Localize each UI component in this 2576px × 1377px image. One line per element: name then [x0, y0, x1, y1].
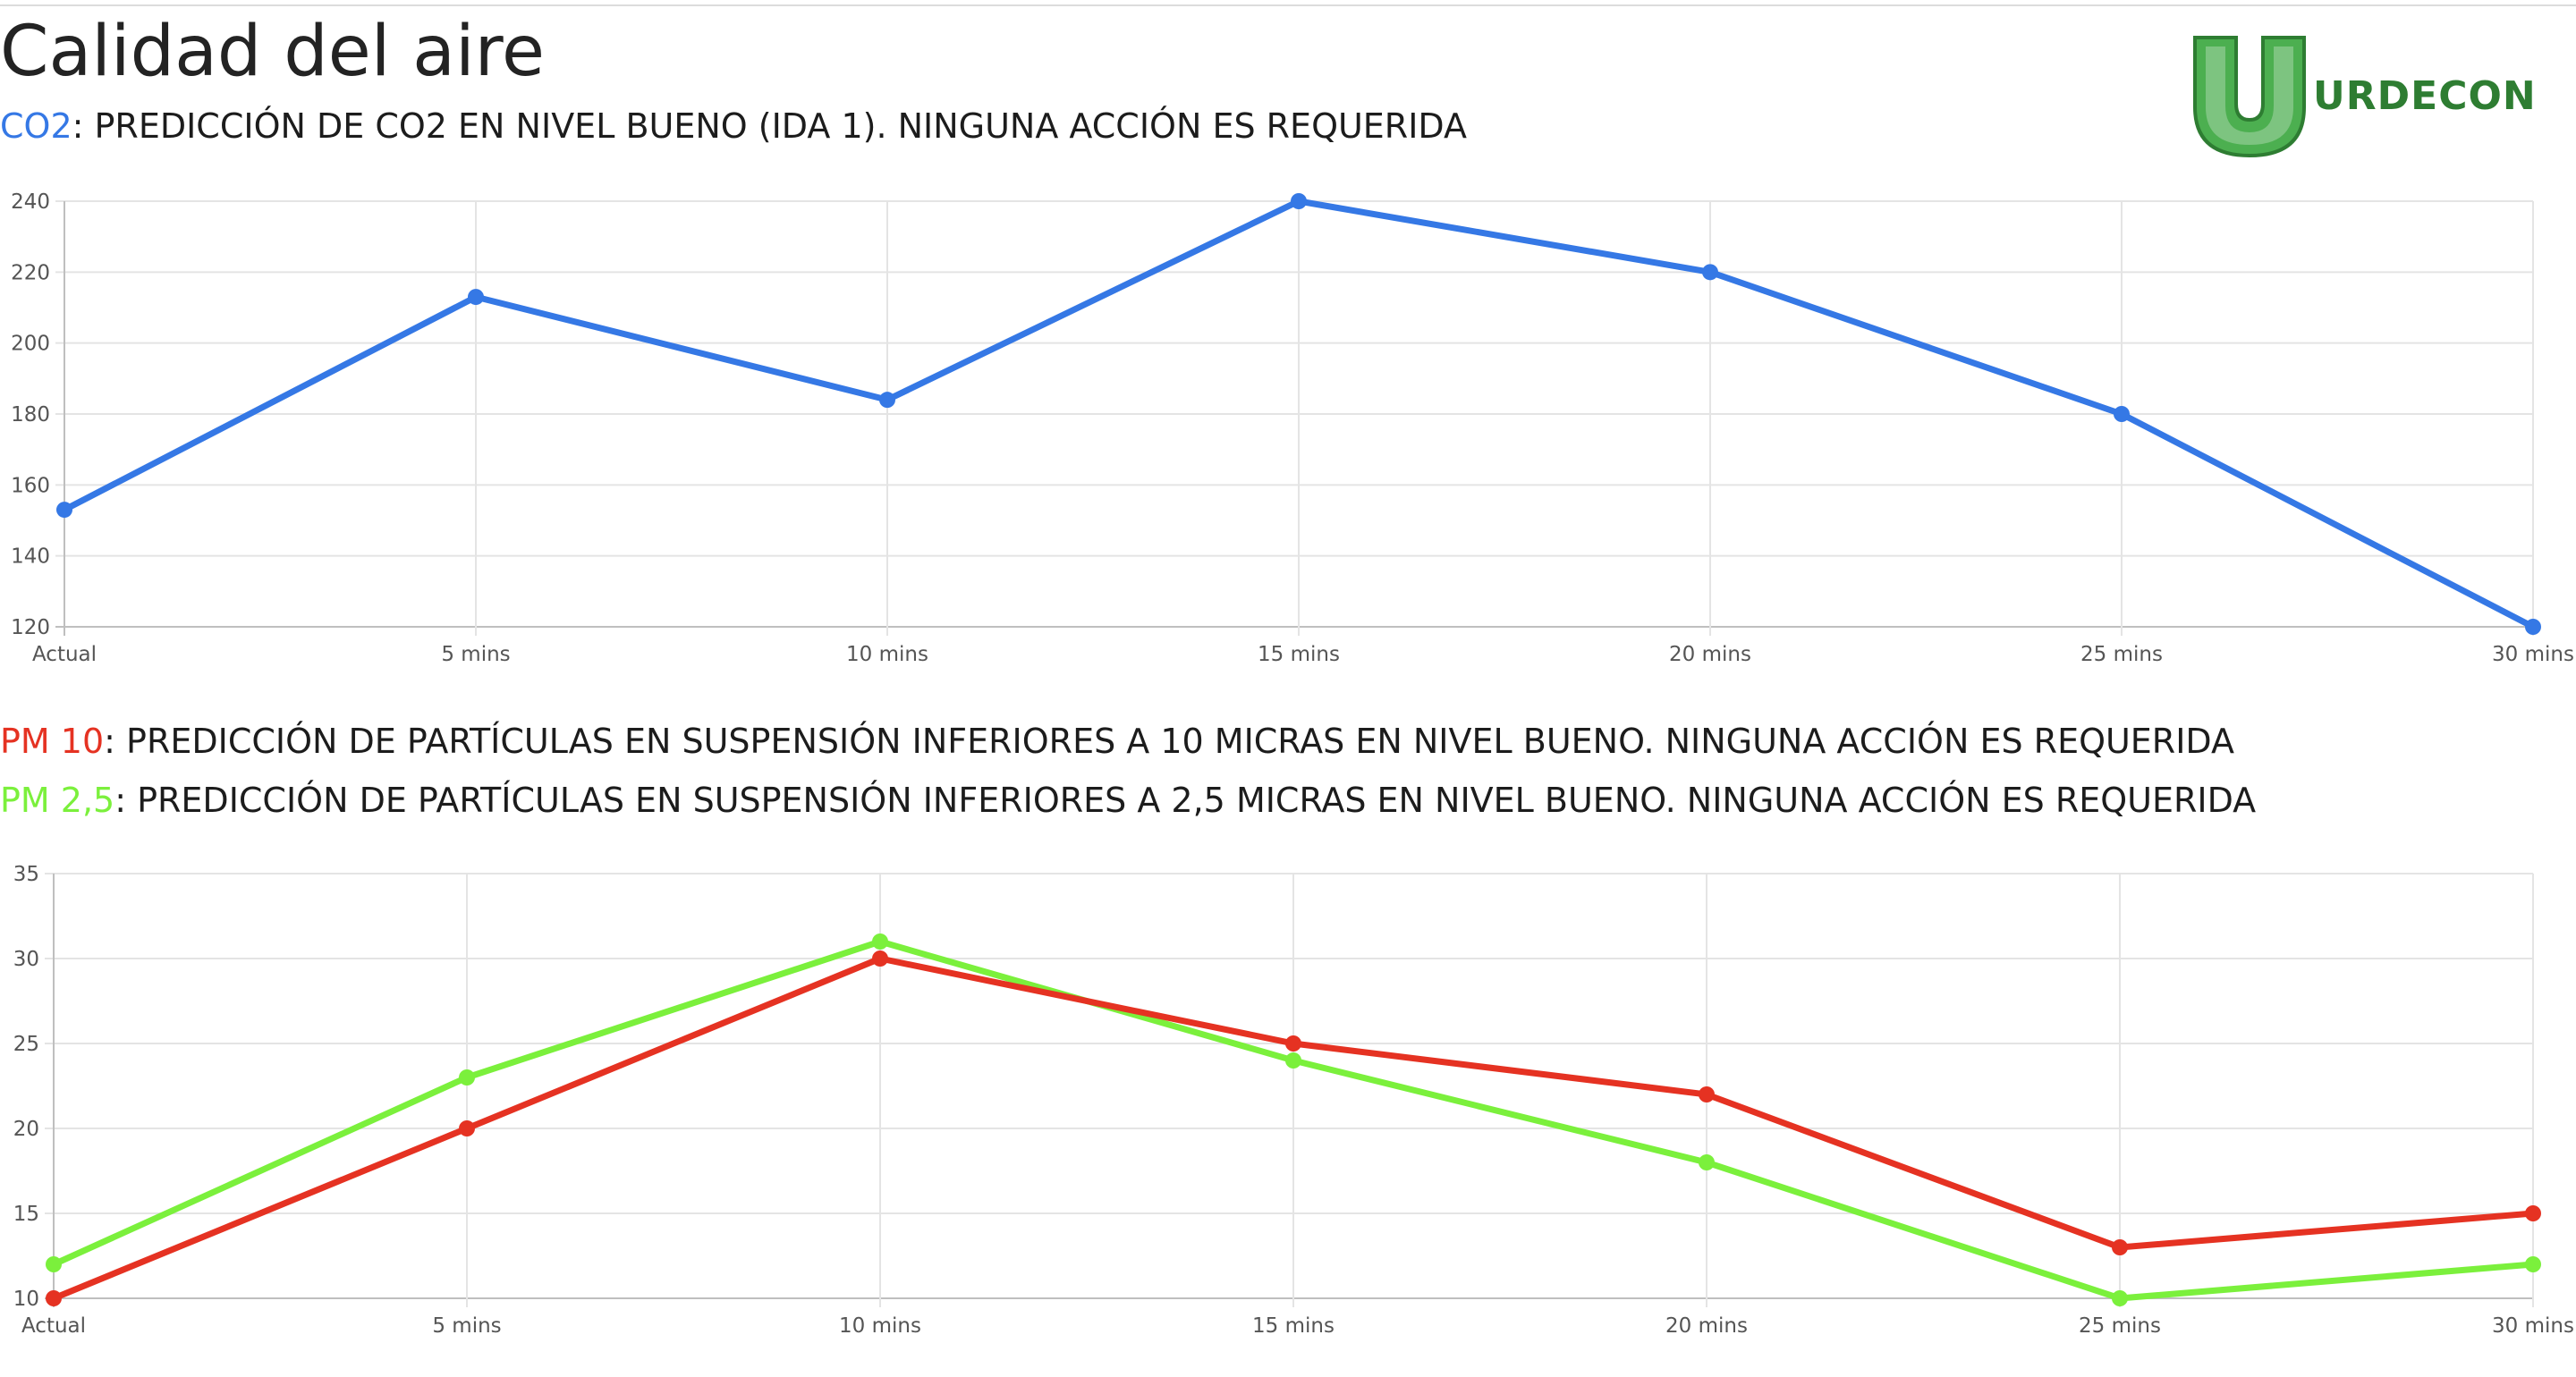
y-tick-label: 140 — [11, 545, 50, 569]
x-tick-label: 25 mins — [2079, 1314, 2161, 1338]
y-tick-label: 20 — [13, 1118, 39, 1141]
pm25-status-label: PM 2,5 — [0, 781, 115, 820]
data-point[interactable] — [468, 289, 484, 306]
pm25-status-text: : PREDICCIÓN DE PARTÍCULAS EN SUSPENSIÓN… — [114, 781, 2257, 820]
pm25-status-line: PM 2,5: PREDICCIÓN DE PARTÍCULAS EN SUSP… — [0, 780, 2256, 821]
x-tick-label: 20 mins — [1669, 643, 1751, 666]
y-tick-label: 180 — [11, 403, 50, 427]
data-point[interactable] — [46, 1290, 62, 1306]
y-tick-label: 200 — [11, 333, 50, 356]
y-tick-label: 15 — [13, 1203, 39, 1226]
y-tick-label: 30 — [13, 948, 39, 971]
x-tick-label: 10 mins — [839, 1314, 921, 1338]
data-point[interactable] — [1699, 1086, 1715, 1102]
y-tick-label: 160 — [11, 474, 50, 497]
data-point[interactable] — [459, 1069, 475, 1086]
y-tick-label: 220 — [11, 261, 50, 284]
data-point[interactable] — [46, 1256, 62, 1272]
x-tick-label: 5 mins — [441, 643, 510, 666]
x-tick-label: 30 mins — [2492, 1314, 2574, 1338]
co2-status-text: : PREDICCIÓN DE CO2 EN NIVEL BUENO (IDA … — [72, 106, 1467, 146]
top-divider — [0, 4, 2576, 6]
co2-line-chart: 120 140 160 180 200 220 240 Actual 5 mins 10 mins… — [11, 190, 2574, 666]
co2-status-label: CO2 — [0, 106, 72, 146]
data-point[interactable] — [459, 1120, 475, 1136]
pm10-status-line: PM 10: PREDICCIÓN DE PARTÍCULAS EN SUSPE… — [0, 721, 2234, 762]
data-point[interactable] — [872, 950, 888, 967]
data-point[interactable] — [1291, 193, 1307, 209]
urdecon-logo: URDECON — [2191, 34, 2567, 159]
x-tick-label: 20 mins — [1665, 1314, 1748, 1338]
data-point[interactable] — [872, 933, 888, 950]
data-point[interactable] — [2112, 1290, 2128, 1306]
data-point[interactable] — [2525, 619, 2541, 635]
pm10-status-text: : PREDICCIÓN DE PARTÍCULAS EN SUSPENSIÓN… — [104, 722, 2235, 761]
logo-wordmark: URDECON — [2313, 73, 2537, 119]
y-tick-label: 240 — [11, 190, 50, 214]
y-tick-label: 35 — [13, 863, 39, 886]
x-tick-label: 15 mins — [1258, 643, 1340, 666]
x-tick-label: 5 mins — [432, 1314, 501, 1338]
pm10-status-label: PM 10 — [0, 722, 105, 761]
y-tick-label: 120 — [11, 616, 50, 639]
y-tick-label: 25 — [13, 1033, 39, 1056]
data-point[interactable] — [1699, 1154, 1715, 1170]
co2-status-line: CO2: PREDICCIÓN DE CO2 EN NIVEL BUENO (I… — [0, 106, 1467, 147]
data-point[interactable] — [879, 392, 895, 409]
particulate-line-chart: 10 15 20 25 30 35 Actual 5 mins 10 mins 15 mins 20… — [13, 863, 2574, 1338]
data-point[interactable] — [2525, 1205, 2541, 1221]
data-point[interactable] — [1285, 1035, 1301, 1052]
data-point[interactable] — [1702, 264, 1718, 281]
x-tick-label: 15 mins — [1252, 1314, 1335, 1338]
data-point[interactable] — [1285, 1052, 1301, 1069]
urdecon-logo-mark — [2193, 36, 2306, 158]
x-tick-label: 30 mins — [2492, 643, 2574, 666]
x-tick-label: 10 mins — [846, 643, 928, 666]
x-tick-label: 25 mins — [2080, 643, 2163, 666]
x-tick-label: Actual — [21, 1314, 86, 1338]
page-title: Calidad del aire — [0, 12, 545, 92]
x-tick-label: Actual — [32, 643, 97, 666]
data-point[interactable] — [2525, 1256, 2541, 1272]
data-point[interactable] — [2112, 1239, 2128, 1255]
y-tick-label: 10 — [13, 1288, 39, 1311]
data-point[interactable] — [56, 502, 72, 519]
data-point[interactable] — [2114, 406, 2130, 422]
